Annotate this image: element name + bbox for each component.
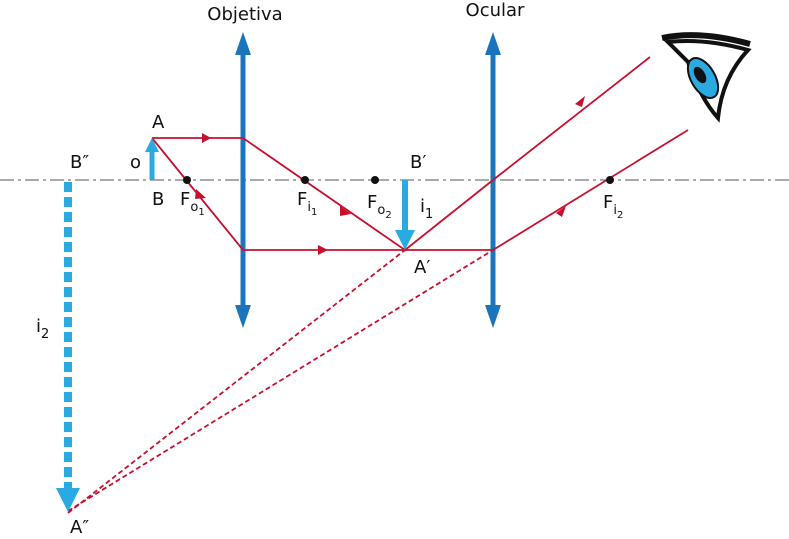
intermediate-image xyxy=(395,180,415,250)
point-label: B′ xyxy=(410,152,426,173)
label-sub: 2 xyxy=(41,327,49,342)
point-label: A′ xyxy=(414,257,430,278)
label-text: A xyxy=(152,112,165,133)
lens-label: Objetiva xyxy=(207,4,282,25)
label-text: B′ xyxy=(410,152,426,173)
label-text: B″ xyxy=(70,152,89,173)
point-label: Fo2 xyxy=(367,192,392,221)
ray-arrows xyxy=(195,96,585,255)
label-sub: i xyxy=(613,203,617,218)
label-text: A″ xyxy=(70,517,89,538)
eye-icon xyxy=(661,32,752,123)
label-subsub: 2 xyxy=(385,210,391,221)
point-label: Fo1 xyxy=(180,189,205,218)
label-text: F xyxy=(180,189,190,210)
label-sub: o xyxy=(190,200,198,215)
point-label: A xyxy=(152,112,165,133)
label-text: F xyxy=(297,189,307,210)
label-text: F xyxy=(367,192,377,213)
point-label: B xyxy=(152,189,164,210)
point-label: o xyxy=(130,152,141,173)
label-text: B xyxy=(152,189,164,210)
point-label: Fi1 xyxy=(297,189,317,218)
label-subsub: 1 xyxy=(198,207,204,218)
point-label: i2 xyxy=(36,316,49,342)
point-label: A″ xyxy=(70,517,89,538)
label-text: i xyxy=(420,196,425,217)
label-subsub: 1 xyxy=(311,207,317,218)
label-text: i xyxy=(36,316,41,337)
label-sub: 1 xyxy=(425,207,433,222)
label-text: o xyxy=(130,152,141,173)
label-sub: i xyxy=(307,200,311,215)
final-image xyxy=(56,182,80,512)
objective-lens xyxy=(235,32,251,328)
label-text: F xyxy=(603,192,613,213)
point-label: B″ xyxy=(70,152,89,173)
label-text: A′ xyxy=(414,257,430,278)
point-label: i1 xyxy=(420,196,433,222)
label-sub: o xyxy=(377,203,385,218)
point-label: Fi2 xyxy=(603,192,623,221)
label-subsub: 2 xyxy=(617,210,623,221)
object-arrow xyxy=(145,138,159,180)
lens-label: Ocular xyxy=(466,0,526,21)
focal-points xyxy=(183,176,614,184)
